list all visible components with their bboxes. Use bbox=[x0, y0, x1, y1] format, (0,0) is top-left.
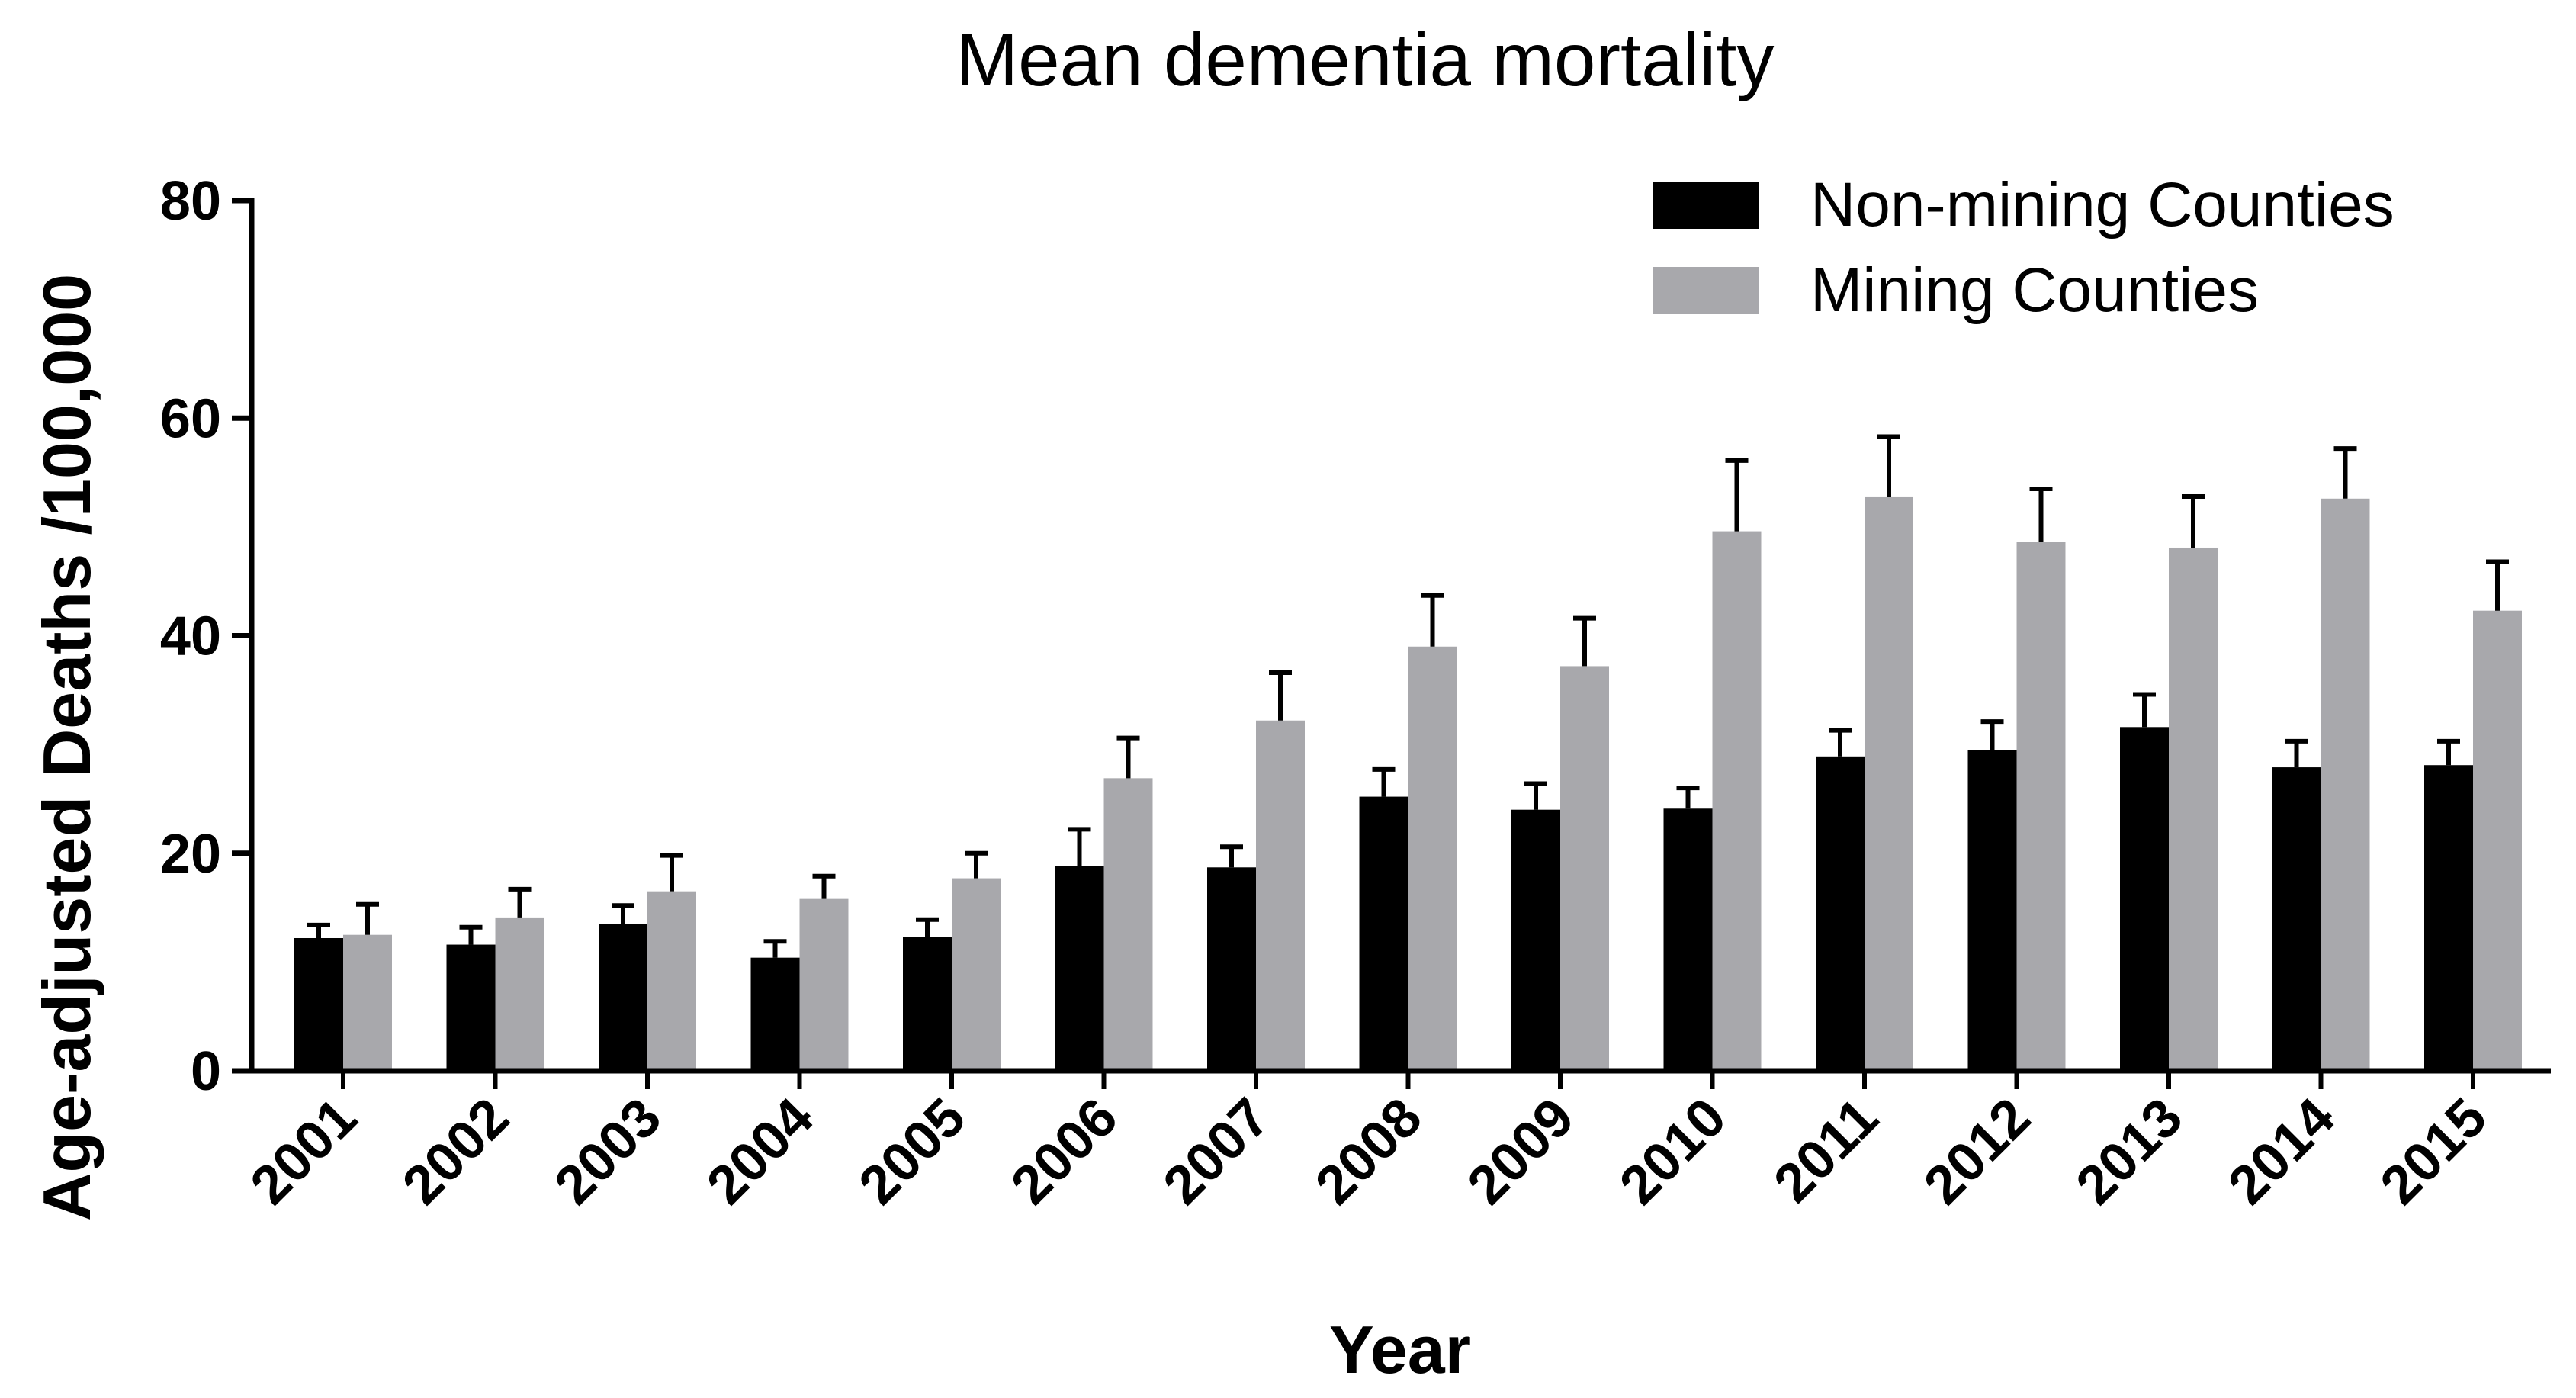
legend: Non-mining Counties Mining Counties bbox=[1653, 170, 2395, 325]
legend-label-mining: Mining Counties bbox=[1810, 255, 2259, 325]
bar-mining-2012 bbox=[2016, 542, 2066, 1071]
x-tick-label-2002: 2002 bbox=[391, 1087, 521, 1216]
bar-non-mining-2007 bbox=[1207, 867, 1256, 1071]
bar-mining-2007 bbox=[1256, 720, 1305, 1071]
y-tick-label-80: 80 bbox=[160, 171, 221, 232]
bar-mining-2003 bbox=[647, 891, 696, 1071]
error-bar-non-mining-2005 bbox=[916, 917, 939, 937]
error-bar-mining-2001 bbox=[356, 901, 379, 935]
legend-label-non-mining: Non-mining Counties bbox=[1810, 170, 2395, 239]
bar-non-mining-2015 bbox=[2424, 765, 2473, 1071]
bar-non-mining-2003 bbox=[599, 924, 647, 1071]
chart-title: Mean dementia mortality bbox=[956, 18, 1774, 101]
error-bar-non-mining-2008 bbox=[1372, 766, 1396, 797]
x-tick-label-2001: 2001 bbox=[239, 1087, 368, 1216]
bar-mining-2001 bbox=[343, 934, 392, 1071]
bar-non-mining-2005 bbox=[903, 937, 952, 1071]
error-bar-non-mining-2010 bbox=[1676, 786, 1700, 809]
bar-non-mining-2004 bbox=[750, 957, 800, 1071]
bar-mining-2014 bbox=[2321, 498, 2370, 1071]
bar-non-mining-2009 bbox=[1511, 809, 1560, 1071]
legend-item-mining: Mining Counties bbox=[1653, 255, 2259, 325]
y-tick-label-20: 20 bbox=[160, 824, 221, 885]
error-bar-mining-2011 bbox=[1877, 434, 1900, 497]
error-bar-non-mining-2006 bbox=[1068, 827, 1091, 866]
legend-item-non-mining: Non-mining Counties bbox=[1653, 170, 2395, 239]
bar-mining-2015 bbox=[2473, 610, 2522, 1071]
bar-mining-2009 bbox=[1560, 666, 1609, 1071]
x-tick-label-2014: 2014 bbox=[2217, 1087, 2346, 1216]
bar-non-mining-2006 bbox=[1055, 866, 1104, 1071]
error-bar-mining-2015 bbox=[2486, 559, 2509, 611]
error-bar-non-mining-2002 bbox=[459, 924, 483, 945]
bar-non-mining-2010 bbox=[1663, 808, 1713, 1071]
error-bar-non-mining-2012 bbox=[1980, 719, 2004, 750]
bar-mining-2005 bbox=[952, 878, 1001, 1071]
error-bar-mining-2004 bbox=[812, 873, 836, 899]
legend-swatch-non-mining bbox=[1653, 182, 1759, 229]
bar-mining-2008 bbox=[1408, 646, 1457, 1071]
error-bar-non-mining-2003 bbox=[612, 903, 634, 924]
x-tick-label-2005: 2005 bbox=[847, 1087, 977, 1216]
x-tick-label-2007: 2007 bbox=[1151, 1087, 1281, 1216]
error-bar-non-mining-2004 bbox=[763, 939, 787, 958]
error-bar-mining-2008 bbox=[1421, 593, 1444, 647]
bar-non-mining-2014 bbox=[2272, 767, 2321, 1071]
error-bar-mining-2009 bbox=[1573, 615, 1596, 667]
bar-non-mining-2011 bbox=[1816, 756, 1865, 1071]
plot-area bbox=[294, 434, 2522, 1071]
x-tick-label-2010: 2010 bbox=[1608, 1087, 1738, 1216]
x-tick-label-2003: 2003 bbox=[543, 1087, 673, 1216]
x-axis-label: Year bbox=[1329, 1312, 1471, 1387]
error-bar-non-mining-2009 bbox=[1524, 781, 1547, 810]
error-bar-non-mining-2007 bbox=[1220, 844, 1243, 868]
x-tick-label-2015: 2015 bbox=[2369, 1087, 2498, 1216]
error-bar-mining-2010 bbox=[1725, 458, 1749, 532]
error-bar-non-mining-2011 bbox=[1829, 728, 1852, 757]
error-bar-mining-2014 bbox=[2333, 446, 2357, 499]
bar-mining-2004 bbox=[799, 898, 849, 1071]
bar-mining-2011 bbox=[1865, 496, 1913, 1071]
bar-mining-2013 bbox=[2169, 547, 2218, 1071]
error-bar-non-mining-2013 bbox=[2133, 692, 2156, 728]
error-bar-mining-2013 bbox=[2182, 493, 2205, 548]
bar-mining-2006 bbox=[1103, 778, 1153, 1071]
y-axis-label: Age-adjusted Deaths /100,000 bbox=[29, 274, 104, 1221]
error-bar-mining-2012 bbox=[2029, 486, 2053, 542]
y-tick-label-60: 60 bbox=[160, 388, 221, 449]
bar-mining-2002 bbox=[495, 917, 544, 1071]
x-tick-label-2013: 2013 bbox=[2064, 1087, 2194, 1216]
error-bar-mining-2007 bbox=[1269, 670, 1292, 721]
bar-non-mining-2001 bbox=[294, 937, 343, 1071]
x-tick-label-2006: 2006 bbox=[1000, 1087, 1129, 1216]
bar-mining-2010 bbox=[1712, 531, 1762, 1071]
bar-non-mining-2002 bbox=[446, 944, 496, 1071]
legend-swatch-mining bbox=[1653, 267, 1759, 314]
error-bar-non-mining-2001 bbox=[307, 922, 330, 938]
bar-non-mining-2008 bbox=[1359, 796, 1408, 1071]
x-tick-label-2012: 2012 bbox=[1913, 1087, 2042, 1216]
x-tick-label-2011: 2011 bbox=[1762, 1087, 1890, 1214]
x-tick-label-2008: 2008 bbox=[1304, 1087, 1434, 1216]
error-bar-mining-2005 bbox=[965, 850, 988, 879]
x-tick-label-2009: 2009 bbox=[1456, 1087, 1585, 1216]
bar-non-mining-2013 bbox=[2120, 727, 2169, 1071]
x-tick-label-2004: 2004 bbox=[695, 1087, 825, 1216]
y-tick-label-0: 0 bbox=[191, 1041, 221, 1102]
error-bar-mining-2006 bbox=[1116, 735, 1140, 779]
error-bar-non-mining-2015 bbox=[2437, 738, 2460, 766]
bar-non-mining-2012 bbox=[1967, 750, 2017, 1071]
y-tick-label-40: 40 bbox=[160, 606, 221, 667]
error-bar-mining-2002 bbox=[508, 886, 532, 918]
error-bar-mining-2003 bbox=[660, 853, 683, 892]
error-bar-non-mining-2014 bbox=[2285, 738, 2308, 768]
